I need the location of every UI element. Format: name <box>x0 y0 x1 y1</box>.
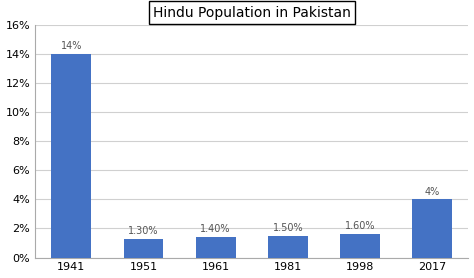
Bar <box>196 237 236 258</box>
Bar <box>124 239 164 258</box>
Bar <box>412 199 452 258</box>
Text: 1.50%: 1.50% <box>273 223 303 233</box>
Text: 4%: 4% <box>425 187 440 197</box>
Bar <box>340 234 380 258</box>
Text: 1.30%: 1.30% <box>128 226 159 236</box>
Bar <box>268 236 308 258</box>
Title: Hindu Population in Pakistan: Hindu Population in Pakistan <box>153 6 351 19</box>
Bar <box>51 54 91 258</box>
Text: 1.60%: 1.60% <box>345 221 375 231</box>
Text: 14%: 14% <box>61 41 82 51</box>
Text: 1.40%: 1.40% <box>201 224 231 234</box>
